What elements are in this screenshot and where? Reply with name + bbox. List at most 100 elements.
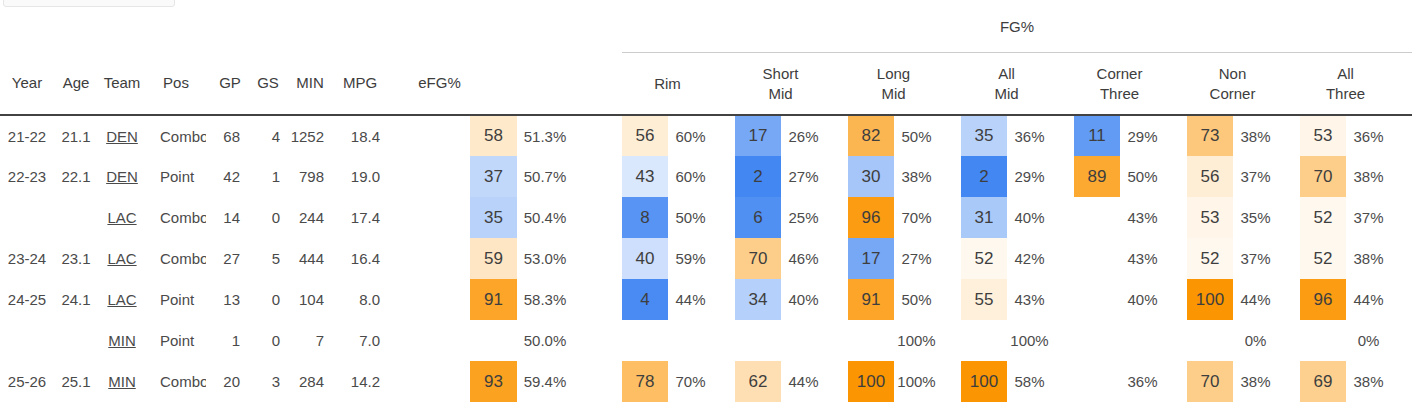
col-header-age: Age: [54, 53, 98, 116]
fg-group-header-row: FG%: [0, 0, 1412, 53]
col-header-short-mid: Short Mid: [735, 53, 826, 116]
spacer-cell: [1278, 197, 1300, 238]
fg-value-cell: 27%: [781, 156, 826, 197]
age-cell: 23.1: [54, 238, 98, 279]
spacer-cell: [826, 361, 848, 402]
fg-value-cell: 44%: [668, 279, 713, 320]
fg-value-cell: 37%: [1346, 197, 1391, 238]
fg-percentile-cell: 100: [848, 361, 894, 402]
spacer-cell: [382, 361, 470, 402]
team-link[interactable]: LAC: [107, 250, 136, 267]
spacer-cell: [1278, 115, 1300, 156]
fg-value-cell: 0%: [1346, 320, 1391, 361]
spacer-cell: [382, 320, 470, 361]
fg-value-cell: 59%: [668, 238, 713, 279]
fg-percentile-cell: 30: [848, 156, 894, 197]
efg-value-cell: 58.3%: [517, 279, 573, 320]
spacer-cell: [713, 279, 735, 320]
team-cell: MIN: [98, 320, 146, 361]
gp-cell: 27: [206, 238, 242, 279]
fg-value-cell: 50%: [1120, 156, 1165, 197]
fg-percentile-cell: [735, 320, 781, 361]
col-header-team: Team: [98, 53, 146, 116]
year-cell: 25-26: [0, 361, 54, 402]
fg-percentile-cell: 53: [1300, 115, 1346, 156]
fg-value-cell: 29%: [1007, 156, 1052, 197]
age-cell: 25.1: [54, 361, 98, 402]
spacer-cell: [939, 156, 961, 197]
year-cell: 23-24: [0, 238, 54, 279]
col-header-year: Year: [0, 53, 54, 116]
spacer-cell: [1391, 320, 1412, 361]
table-row: 24-2524.1LACPoint1301048.09158.3%444%344…: [0, 279, 1412, 320]
fg-percentile-cell: [1074, 238, 1120, 279]
fg-percentile-cell: 96: [848, 197, 894, 238]
fg-value-cell: 38%: [1233, 361, 1278, 402]
team-link[interactable]: MIN: [108, 373, 136, 390]
gs-cell: 4: [242, 115, 282, 156]
col-header-corner-three: Corner Three: [1074, 53, 1165, 116]
col-header-pos: Pos: [146, 53, 206, 116]
gp-cell: 14: [206, 197, 242, 238]
spacer-cell: [1052, 115, 1074, 156]
spacer-cell: [1165, 156, 1187, 197]
fg-percentile-cell: 8: [622, 197, 668, 238]
spacer-cell: [1052, 197, 1074, 238]
fg-percentile-cell: 73: [1187, 115, 1233, 156]
min-cell: 1252: [282, 115, 326, 156]
fg-value-cell: 50%: [894, 279, 939, 320]
mpg-cell: 14.2: [326, 361, 382, 402]
col-header-non-corner: Non Corner: [1187, 53, 1278, 116]
efg-percentile-cell: [470, 320, 517, 361]
fg-value-cell: 50%: [668, 197, 713, 238]
gp-cell: 13: [206, 279, 242, 320]
efg-percentile-cell: 35: [470, 197, 517, 238]
fg-value-cell: 27%: [894, 238, 939, 279]
efg-value-cell: 59.4%: [517, 361, 573, 402]
mpg-cell: 16.4: [326, 238, 382, 279]
fg-value-cell: 38%: [1346, 156, 1391, 197]
team-cell: DEN: [98, 115, 146, 156]
fg-value-cell: 25%: [781, 197, 826, 238]
team-link[interactable]: LAC: [107, 291, 136, 308]
efg-value-cell: 50.4%: [517, 197, 573, 238]
year-cell: [0, 320, 54, 361]
fg-percentile-cell: 91: [848, 279, 894, 320]
gs-cell: 3: [242, 361, 282, 402]
spacer-cell: [713, 320, 735, 361]
fg-percentile-cell: 55: [961, 279, 1007, 320]
team-link[interactable]: DEN: [106, 128, 138, 145]
spacer-cell: [939, 320, 961, 361]
spacer-cell: [939, 197, 961, 238]
age-cell: [54, 197, 98, 238]
fg-percentile-cell: 96: [1300, 279, 1346, 320]
fg-percentile-cell: 82: [848, 115, 894, 156]
spacer-cell: [939, 279, 961, 320]
gs-cell: 1: [242, 156, 282, 197]
spacer-cell: [573, 320, 622, 361]
spacer-cell: [826, 238, 848, 279]
gp-cell: 20: [206, 361, 242, 402]
team-link[interactable]: LAC: [107, 209, 136, 226]
fg-value-cell: [1120, 320, 1165, 361]
fg-percentile-cell: [961, 320, 1007, 361]
team-link[interactable]: MIN: [108, 332, 136, 349]
spacer-cell: [1278, 320, 1300, 361]
mpg-cell: 8.0: [326, 279, 382, 320]
min-cell: 444: [282, 238, 326, 279]
team-link[interactable]: DEN: [106, 168, 138, 185]
pos-cell: Combo: [146, 238, 206, 279]
age-cell: 21.1: [54, 115, 98, 156]
fg-value-cell: 37%: [1233, 238, 1278, 279]
spacer-cell: [826, 320, 848, 361]
fg-value-cell: 60%: [668, 156, 713, 197]
team-cell: LAC: [98, 197, 146, 238]
fg-value-cell: 43%: [1120, 197, 1165, 238]
spacer-cell: [1391, 197, 1412, 238]
table-row: 25-2625.1MINCombo20328414.29359.4%7870%6…: [0, 361, 1412, 402]
min-cell: 798: [282, 156, 326, 197]
min-cell: 7: [282, 320, 326, 361]
fg-value-cell: 38%: [1346, 361, 1391, 402]
fg-percentile-cell: 70: [1187, 361, 1233, 402]
fg-value-cell: 50%: [894, 115, 939, 156]
